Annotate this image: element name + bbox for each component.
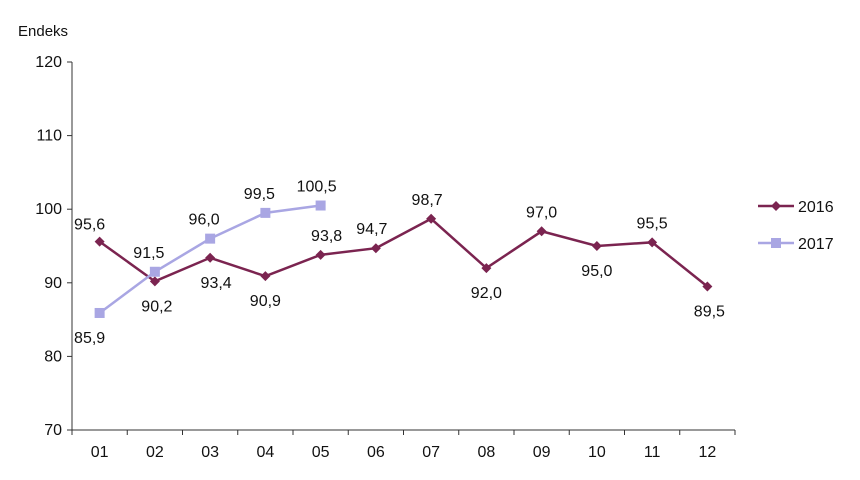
legend-marker bbox=[771, 238, 781, 248]
legend-item-2017: 2017 bbox=[758, 236, 834, 253]
data-label: 94,7 bbox=[356, 221, 387, 238]
x-tick-label: 08 bbox=[477, 444, 495, 461]
legend-item-2016: 2016 bbox=[758, 199, 834, 216]
axes: 70 80 90 100 110 120 01 02 03 04 05 06 07 08 09 10 11 12 bbox=[35, 54, 736, 461]
data-point bbox=[149, 266, 160, 277]
y-tick-label: 100 bbox=[35, 201, 62, 218]
data-point bbox=[426, 213, 437, 224]
x-tick-label: 02 bbox=[146, 444, 164, 461]
data-label: 92,0 bbox=[471, 285, 502, 302]
data-point bbox=[647, 237, 658, 248]
data-point bbox=[536, 226, 547, 237]
data-label: 95,5 bbox=[637, 215, 668, 232]
legend: 2016 2017 bbox=[758, 199, 834, 253]
x-tick-label: 03 bbox=[201, 444, 219, 461]
x-tick-label: 07 bbox=[422, 444, 440, 461]
y-axis-title: Endeks bbox=[18, 23, 68, 40]
data-point bbox=[481, 263, 492, 274]
y-tick-label: 110 bbox=[36, 128, 62, 145]
data-label: 96,0 bbox=[189, 212, 220, 229]
x-tick-label: 04 bbox=[256, 444, 274, 461]
data-label: 98,7 bbox=[412, 192, 443, 209]
data-label: 93,8 bbox=[311, 228, 342, 245]
data-point bbox=[591, 241, 602, 251]
x-tick-label: 11 bbox=[644, 444, 661, 461]
legend-marker bbox=[771, 201, 781, 211]
series-layer bbox=[94, 200, 713, 318]
data-label: 90,9 bbox=[250, 293, 281, 310]
legend-label: 2016 bbox=[798, 199, 834, 216]
y-tick-label: 90 bbox=[44, 275, 62, 292]
x-tick-label: 10 bbox=[588, 444, 606, 461]
data-point bbox=[260, 207, 271, 218]
series-line-2016 bbox=[98, 217, 709, 288]
data-point bbox=[94, 307, 105, 318]
data-label: 91,5 bbox=[133, 245, 164, 262]
data-label: 90,2 bbox=[141, 298, 172, 315]
x-tick-label: 12 bbox=[698, 444, 716, 461]
x-tick-label: 05 bbox=[312, 444, 330, 461]
data-point bbox=[94, 236, 105, 247]
data-label: 95,6 bbox=[74, 217, 105, 234]
data-point bbox=[260, 271, 271, 282]
y-tick-label: 70 bbox=[44, 422, 62, 439]
y-tick-label: 120 bbox=[35, 54, 62, 71]
x-tick-label: 09 bbox=[533, 444, 551, 461]
x-tick-label: 06 bbox=[367, 444, 385, 461]
data-labels: 95,6 90,2 93,4 90,9 93,8 94,7 98,7 92,0 97,0 95,0… bbox=[74, 179, 725, 347]
data-point bbox=[205, 233, 216, 244]
data-label: 85,9 bbox=[74, 330, 105, 347]
data-label: 89,5 bbox=[694, 303, 725, 320]
data-label: 93,4 bbox=[201, 275, 232, 292]
data-label: 99,5 bbox=[244, 186, 275, 203]
data-point bbox=[315, 200, 326, 211]
data-label: 100,5 bbox=[297, 179, 337, 196]
data-point bbox=[370, 243, 381, 254]
x-tick-label: 01 bbox=[91, 444, 109, 461]
legend-label: 2017 bbox=[798, 236, 834, 253]
y-tick-label: 80 bbox=[44, 348, 62, 365]
data-point bbox=[702, 281, 713, 292]
data-point bbox=[205, 252, 216, 263]
data-point bbox=[315, 249, 326, 260]
series-2016 bbox=[94, 213, 713, 292]
data-label: 95,0 bbox=[581, 263, 612, 280]
data-point bbox=[149, 276, 160, 287]
series-2017 bbox=[94, 200, 326, 318]
data-label: 97,0 bbox=[526, 204, 557, 221]
